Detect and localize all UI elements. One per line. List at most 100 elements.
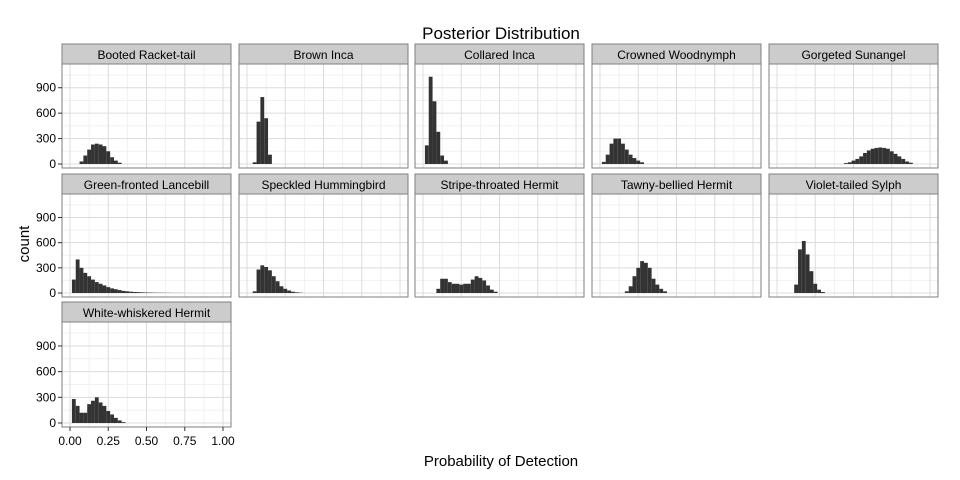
histogram-bar [121,422,126,423]
histogram-bar [91,144,95,164]
panel-border [61,63,232,169]
y-tick-label: 900 [36,210,56,224]
histogram-bar [260,97,265,164]
facet-strip-label: Stripe-throated Hermit [440,178,559,192]
facet-panel: Brown Inca [238,43,409,169]
histogram-bar [117,420,122,423]
facet-strip-label: Violet-tailed Sylph [806,178,902,192]
histogram-bar [436,131,441,164]
histogram-bar [113,289,118,293]
facet-panel: Speckled Hummingbird [238,173,409,298]
histogram-bar [98,402,103,423]
histogram-bar [855,158,860,164]
histogram-bar [260,265,265,293]
histogram-bar [133,291,137,293]
x-tick-label: 1.00 [211,434,235,448]
histogram-bar [897,156,902,164]
histogram-bar [271,276,276,293]
histogram-bar [455,283,460,293]
histogram-bar [256,269,261,293]
histogram-bar [440,155,445,164]
histogram-bar [117,290,122,293]
facet-strip-label: Crowned Woodnymph [617,48,736,62]
histogram-bar [820,291,825,293]
histogram-bar [94,282,99,293]
histogram-bar [809,271,814,293]
histogram-bar [106,287,111,293]
histogram-bar [632,158,637,164]
y-tick-label: 900 [36,81,56,95]
histogram-bar [87,404,92,423]
histogram-bar [482,280,487,293]
histogram-bar [636,160,641,164]
histogram-bar [79,412,84,423]
histogram-bar [493,291,498,293]
x-tick-label: 0.00 [58,434,82,448]
histogram-bar [893,153,898,164]
panel-border [414,193,585,298]
y-tick-label: 600 [36,365,56,379]
histogram-bar [870,148,875,164]
histogram-bar [75,259,80,293]
histogram-bar [470,279,475,293]
y-tick-label: 900 [36,339,56,353]
histogram-bar [144,292,149,293]
histogram-bar [863,152,867,164]
histogram-bar [94,143,99,164]
histogram-bar [617,138,622,164]
histogram-bar [655,284,660,293]
x-tick-label: 0.50 [135,434,159,448]
histogram-bar [129,291,134,293]
histogram-bar [874,147,879,164]
facet-panel: Green-fronted Lancebill 0 300 600 900 [36,173,232,300]
histogram-bar [94,397,99,423]
histogram-bar [71,399,76,423]
y-tick-label: 0 [49,286,56,300]
histogram-bar [886,148,890,164]
histogram-bar [817,289,821,293]
histogram-bar [87,276,92,293]
histogram-bar [256,121,261,164]
histogram-bar [110,157,114,164]
histogram-bar [87,149,92,164]
histogram-bar [882,147,887,164]
y-axis-title: count [16,225,33,263]
histogram-bar [613,138,618,164]
facet-panel: Gorgeted Sunangel [768,43,939,169]
histogram-bar [140,292,145,293]
histogram-bar [624,149,629,164]
y-tick-label: 0 [49,157,56,171]
histogram-bar [83,155,88,164]
panel-border [238,193,409,298]
histogram-bar [268,154,272,164]
facet-panel: Crowned Woodnymph [591,43,762,169]
histogram-bar [643,262,648,293]
histogram-bar [451,283,456,293]
x-tick-label: 0.25 [97,434,121,448]
facet-panel: Tawny-bellied Hermit [591,173,762,298]
facet-panels: Booted Racket-tail 0 300 600 900 Brown Inca Co… [36,43,939,448]
histogram-bar [878,147,883,164]
histogram-bar [901,158,906,164]
histogram-bar [83,412,88,423]
histogram-bar [647,267,652,293]
histogram-bar [252,291,257,293]
histogram-bar [79,267,84,293]
facet-strip-label: Gorgeted Sunangel [801,48,905,62]
y-tick-label: 300 [36,261,56,275]
facet-strip-label: Booted Racket-tail [97,48,195,62]
histogram-bar [106,411,111,423]
histogram-bar [428,76,433,164]
histogram-bar [440,278,445,293]
histogram-bar [640,162,644,164]
histogram-bar [283,288,288,293]
histogram-bar [79,161,84,164]
panel-border [238,63,409,169]
histogram-bar [605,154,610,164]
histogram-bar [113,160,118,164]
y-tick-label: 0 [49,416,56,430]
histogram-bar [805,254,810,293]
histogram-bar [287,290,291,293]
histogram-bar [798,249,802,293]
